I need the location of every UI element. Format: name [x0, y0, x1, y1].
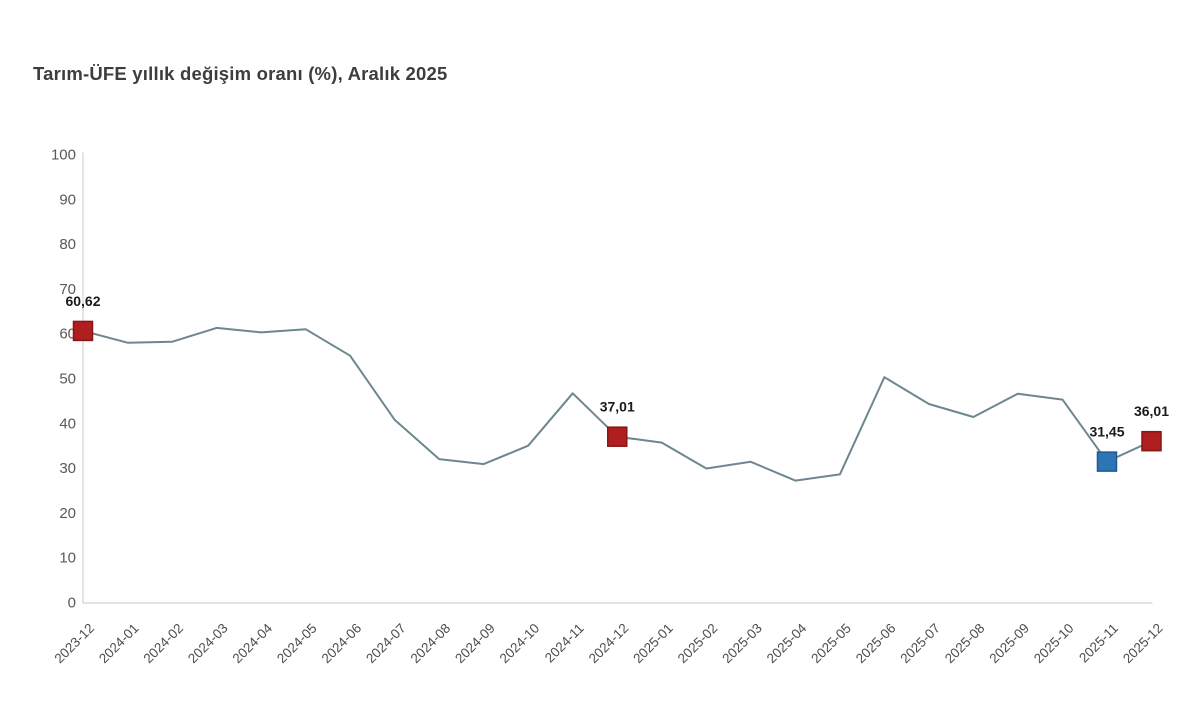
data-point-label: 31,45 — [1089, 424, 1124, 440]
x-tick-label: 2024-05 — [274, 621, 320, 667]
data-point-label: 36,01 — [1134, 403, 1169, 419]
x-tick-label: 2024-08 — [408, 621, 454, 667]
x-tick-label: 2024-09 — [452, 621, 498, 667]
chart-title: Tarım-ÜFE yıllık değişim oranı (%), Aral… — [33, 63, 448, 84]
x-tick-label: 2024-02 — [141, 621, 187, 667]
x-tick-label: 2025-01 — [630, 621, 676, 667]
x-tick-label: 2025-04 — [764, 620, 810, 666]
y-tick-label: 20 — [59, 505, 76, 522]
y-tick-label: 70 — [59, 281, 76, 298]
x-tick-label: 2025-10 — [1031, 621, 1077, 667]
y-tick-label: 40 — [59, 415, 76, 432]
data-point-marker — [607, 426, 628, 447]
y-tick-label: 10 — [59, 550, 76, 567]
x-tick-label: 2024-11 — [542, 621, 587, 666]
x-tick-label: 2025-03 — [719, 621, 765, 667]
x-tick-label: 2024-04 — [230, 620, 276, 666]
x-tick-label: 2025-05 — [808, 621, 854, 667]
x-tick-label: 2023-12 — [51, 621, 97, 667]
data-point-marker — [1141, 430, 1162, 452]
x-tick-label: 2025-07 — [897, 621, 943, 667]
x-tick-label: 2025-02 — [675, 621, 721, 667]
x-tick-label: 2024-01 — [96, 621, 142, 667]
y-tick-label: 50 — [59, 371, 76, 388]
y-tick-label: 90 — [59, 191, 76, 208]
x-tick-label: 2024-12 — [586, 621, 632, 667]
data-point-marker — [72, 320, 94, 342]
highlight-markers: 60,62 37,01 31,45 36,01 — [65, 293, 1169, 472]
y-tick-label: 60 — [59, 326, 76, 343]
data-point-label: 60,62 — [65, 293, 100, 309]
x-tick-label: 2024-03 — [185, 621, 231, 667]
y-tick-label: 80 — [59, 236, 76, 253]
data-point-label: 37,01 — [600, 399, 635, 415]
y-axis-tick-labels: 0 10 20 30 40 50 60 70 80 90 100 — [51, 147, 76, 612]
y-tick-label: 30 — [59, 460, 76, 477]
x-tick-label: 2025-06 — [853, 621, 899, 667]
x-tick-label: 2024-07 — [363, 621, 409, 667]
y-tick-label: 0 — [68, 595, 76, 612]
x-tick-label: 2025-12 — [1120, 621, 1166, 667]
x-tick-label: 2025-08 — [942, 621, 988, 667]
x-tick-label: 2024-10 — [497, 621, 543, 667]
x-axis-tick-labels: 2023-122024-012024-022024-032024-042024-… — [51, 620, 1165, 666]
x-tick-label: 2025-11 — [1076, 621, 1121, 666]
x-tick-label: 2025-09 — [986, 621, 1032, 667]
data-point-marker — [1096, 451, 1118, 472]
x-tick-label: 2024-06 — [319, 621, 365, 667]
y-tick-label: 100 — [51, 147, 76, 164]
